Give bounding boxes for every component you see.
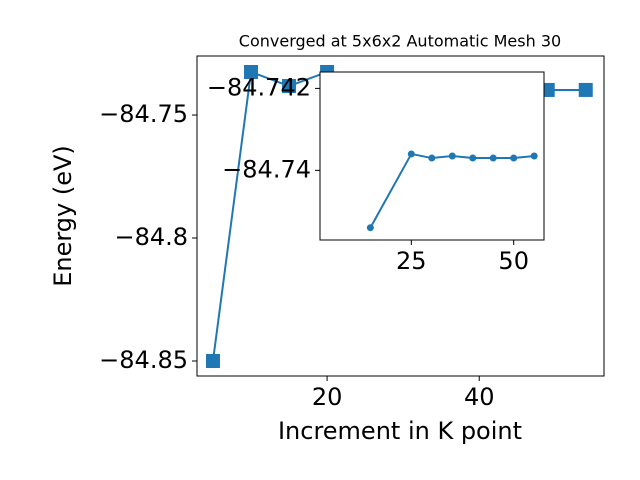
x-tick-label: 40 — [464, 383, 495, 411]
y-tick-label: −84.74 — [222, 155, 311, 183]
marker — [282, 79, 297, 94]
x-axis-label: Increment in K point — [278, 417, 522, 445]
x-tick-label: 25 — [396, 247, 427, 275]
y-tick-label: −84.75 — [99, 100, 188, 128]
y-tick-label: −84.8 — [114, 223, 188, 251]
marker — [448, 152, 456, 160]
marker — [530, 152, 538, 160]
marker — [244, 64, 259, 79]
x-tick-label: 50 — [498, 247, 529, 275]
axes-frame — [196, 55, 605, 377]
marker — [469, 154, 477, 162]
axes-frame — [319, 71, 545, 241]
y-tick-label: −84.742 — [207, 73, 311, 101]
y-tick-label: −84.85 — [99, 346, 188, 374]
chart-title: Converged at 5x6x2 Automatic Mesh 30 — [239, 32, 561, 51]
marker — [428, 154, 436, 162]
marker — [366, 224, 374, 232]
marker — [205, 353, 220, 368]
marker — [510, 154, 518, 162]
x-tick-label: 20 — [312, 383, 343, 411]
plot-layer — [366, 150, 538, 232]
marker — [578, 82, 593, 97]
y-axis-label: Energy (eV) — [49, 145, 77, 287]
marker — [489, 154, 497, 162]
marker — [407, 150, 415, 158]
